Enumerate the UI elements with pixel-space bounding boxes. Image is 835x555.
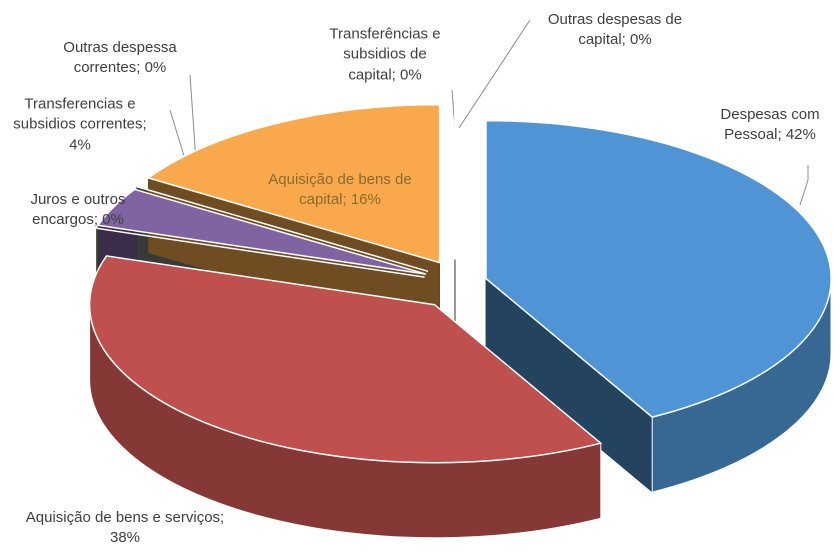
data-label: Outras despesas de capital; 0% <box>547 10 683 48</box>
leader-line <box>458 19 531 129</box>
slice <box>88 255 603 464</box>
slice <box>485 119 832 418</box>
data-label: Transferências e subsidios de capital; 0… <box>329 25 441 84</box>
slice <box>96 227 425 278</box>
data-label: Aquisição de bens e serviços; 38% <box>25 508 225 546</box>
data-label: Outras despessa correntes; 0% <box>63 38 177 76</box>
data-label: Aquisição de bens de capital; 16% <box>268 170 412 208</box>
data-label: Juros e outros encargos; 0% <box>30 190 126 228</box>
data-label: Transferencias e subsidios correntes; 4% <box>13 95 147 154</box>
leader-line <box>799 165 809 206</box>
slice <box>136 185 429 273</box>
slice <box>146 103 441 264</box>
data-label: Despesas com Pessoal; 42% <box>720 105 820 143</box>
slice <box>96 188 427 275</box>
